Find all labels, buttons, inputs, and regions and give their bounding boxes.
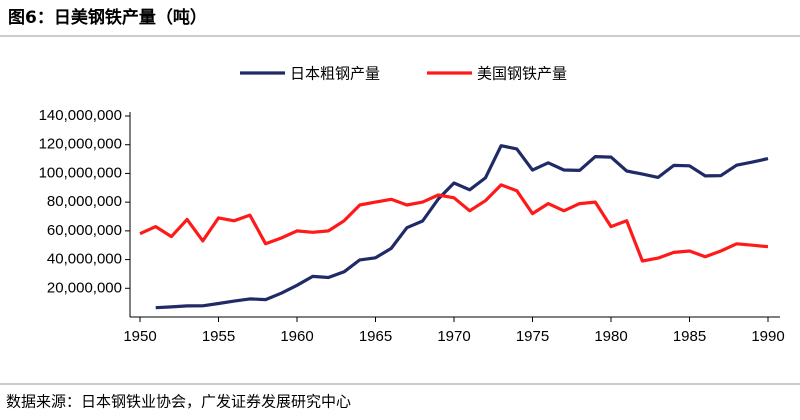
x-tick-label: 1955 [202, 328, 235, 345]
x-tick-label: 1990 [751, 328, 784, 345]
x-tick-label: 1950 [123, 328, 156, 345]
source-note: 数据来源：日本钢铁业协会，广发证券发展研究中心 [6, 393, 351, 411]
y-tick-label: 80,000,000 [47, 193, 122, 210]
y-tick-label: 60,000,000 [47, 222, 122, 239]
x-tick-label: 1980 [594, 328, 627, 345]
x-tick-label: 1965 [359, 328, 392, 345]
series-line [155, 144, 769, 310]
chart-title: 图6：日美钢铁产量（吨） [8, 7, 207, 28]
x-tick-label: 1975 [516, 328, 549, 345]
x-tick-label: 1960 [280, 328, 313, 345]
x-tick-label: 1970 [437, 328, 470, 345]
y-tick-label: 40,000,000 [47, 251, 122, 268]
y-tick-label: 100,000,000 [39, 164, 122, 181]
y-tick-label: 140,000,000 [39, 107, 122, 124]
x-tick-label: 1985 [673, 328, 706, 345]
y-tick-label: 120,000,000 [39, 136, 122, 153]
legend-label: 日本粗钢产量 [290, 65, 380, 83]
legend-label: 美国钢铁产量 [477, 65, 567, 83]
y-tick-label: 20,000,000 [47, 279, 122, 296]
series-line [139, 183, 769, 263]
